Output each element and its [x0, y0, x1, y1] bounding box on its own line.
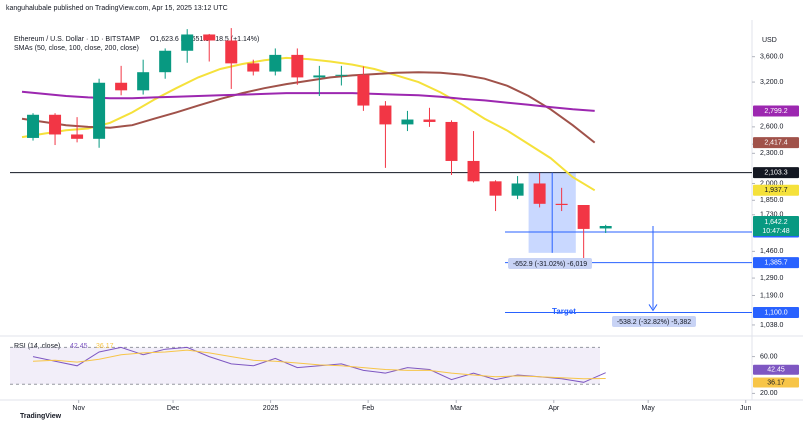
x-tick-label: Apr [548, 405, 560, 412]
x-tick-label: Feb [362, 405, 374, 412]
price-line-tag: 2,103.3 [764, 169, 787, 176]
candle-body [269, 54, 282, 72]
candle-body [357, 74, 370, 106]
y-tick-label: 1,460.0 [760, 248, 783, 255]
price-line-tag: 1,100.0 [764, 309, 787, 316]
price-line-tag-bg [753, 167, 799, 179]
candle-body [423, 119, 436, 122]
candle-body [225, 40, 238, 64]
rsi-title: RSI (14, close) [14, 343, 60, 350]
y-tick-label: 1,038.0 [760, 322, 783, 329]
rsi-legend-value: 36.17 [96, 343, 114, 350]
rsi-tag-bg [753, 377, 799, 388]
rsi-tag: 42.45 [767, 367, 785, 374]
unit: USD [762, 37, 777, 44]
target-label: Target [552, 307, 576, 316]
target-arrowhead [648, 304, 658, 312]
candle-body [137, 72, 150, 91]
annotation-box [508, 258, 592, 269]
candle-body [511, 183, 524, 196]
sma-line [21, 56, 596, 192]
candle-body [27, 114, 40, 138]
price-line-tag-bg [753, 257, 799, 269]
candle-body [533, 183, 546, 204]
countdown: 10:47:48 [762, 228, 789, 235]
candle-body [115, 82, 128, 91]
price-line-tag-bg [753, 306, 799, 318]
candle-body [379, 105, 392, 125]
y-tick-label: 1,190.0 [760, 292, 783, 299]
sma-tag: 1,937.7 [764, 187, 787, 194]
last-price-bg [753, 215, 799, 236]
sma-tag-bg [753, 137, 799, 149]
brand: TradingView [20, 413, 62, 420]
candle-body [181, 34, 194, 51]
attribution: kanguhalubale published on TradingView.c… [6, 5, 228, 12]
candle-body [555, 203, 568, 206]
candle-body [203, 34, 216, 41]
candle-body [247, 63, 260, 72]
sma-tag-bg [753, 105, 799, 117]
y-tick-label: 2,600.0 [760, 124, 783, 131]
last-price: 1,642.2 [764, 219, 787, 226]
y-tick-label: 2,000.0 [760, 180, 783, 187]
candle-body [93, 82, 106, 139]
symbol: Ethereum / U.S. Dollar · 1D · BITSTAMP [14, 36, 140, 43]
x-tick-label: May [642, 405, 656, 412]
rsi-y-tick-label: 60.00 [760, 353, 778, 360]
sma-title: SMAs (50, close, 100, close, 200, close) [14, 45, 139, 52]
y-tick-label: 1,290.0 [760, 275, 783, 282]
candle-body [401, 119, 414, 125]
candle-body [489, 181, 502, 196]
candle-body [467, 160, 480, 182]
candle-body [49, 114, 62, 135]
x-tick-label: 2025 [263, 405, 279, 412]
x-tick-label: Dec [167, 405, 180, 412]
candle-body [599, 225, 612, 229]
candle-body [577, 205, 590, 229]
candle-body [445, 121, 458, 161]
price-pane [10, 28, 752, 313]
x-tick-label: Jun [740, 405, 751, 412]
y-tick-label: 1,730.0 [760, 212, 783, 219]
candle-body [159, 50, 172, 73]
annotation-box [612, 316, 696, 327]
rsi-tag-bg [753, 364, 799, 375]
sma-tag: 2,799.2 [764, 108, 787, 115]
sma-tag-bg [753, 184, 799, 196]
candle-body [313, 75, 326, 78]
candle-body [335, 74, 348, 76]
sma-line [21, 90, 595, 112]
x-tick-label: Mar [450, 405, 463, 412]
y-tick-label: 1,850.0 [760, 197, 783, 204]
y-tick-label: 3,600.0 [760, 54, 783, 61]
sma-tag: 2,417.4 [764, 139, 787, 146]
y-tick-label: 3,200.0 [760, 79, 783, 86]
annotation: -538.2 (-32.82%) -5,382 [617, 319, 691, 326]
annotation: -652.9 (-31.02%) -6,019 [513, 261, 587, 268]
rsi-tag: 36.17 [767, 379, 785, 386]
y-tick-label: 2,300.0 [760, 150, 783, 157]
price-line-tag: 1,385.7 [764, 259, 787, 266]
candle-body [291, 54, 304, 78]
rsi-line [32, 349, 606, 380]
x-tick-label: Nov [72, 405, 85, 412]
candle-body [71, 134, 84, 139]
rsi-y-tick-label: 20.00 [760, 390, 778, 397]
rsi-legend-value: 42.45 [70, 343, 88, 350]
sma-line [21, 71, 596, 144]
